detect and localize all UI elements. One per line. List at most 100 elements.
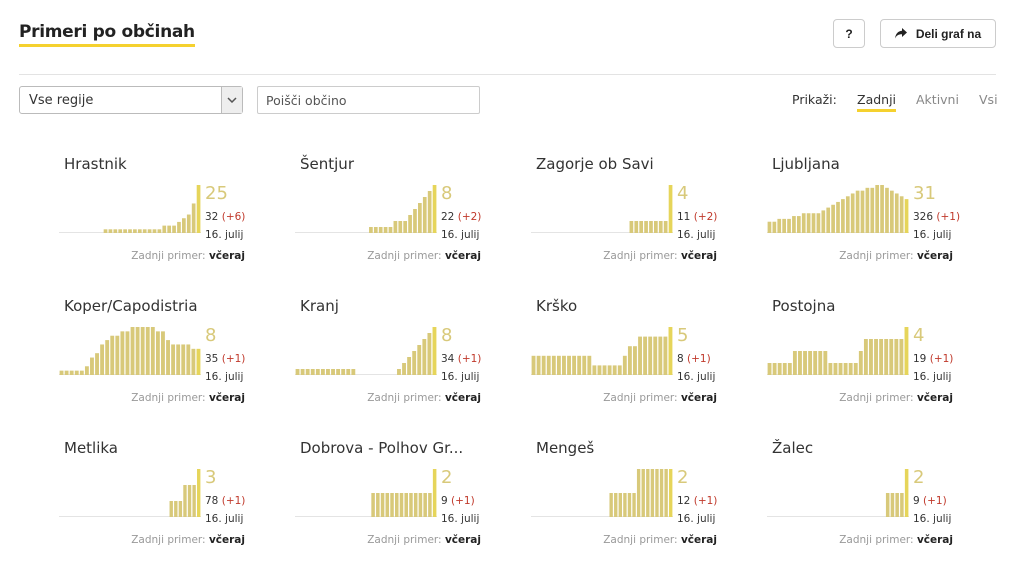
chart-bar (592, 365, 597, 375)
municipality-name: Metlika (64, 439, 119, 457)
chart-bar (100, 344, 105, 375)
chart-bar (772, 221, 777, 233)
last-case-value: včeraj (680, 392, 717, 404)
recent-cases-count: 25 (205, 183, 228, 204)
chart-bar (899, 339, 904, 375)
municipality-card[interactable]: Mengeš 2 12 (+1) 16. julij Zadnji primer: vč… (531, 439, 731, 559)
chart-bar (110, 335, 115, 375)
share-arrow-icon (894, 28, 907, 39)
chart-bar (792, 216, 796, 233)
last-case-line: Zadnji primer: včeraj (603, 392, 717, 404)
chart-bar (59, 370, 64, 375)
chart-bar (378, 227, 383, 233)
last-case-label: Zadnji primer: (367, 392, 442, 404)
date-label: 16. julij (677, 229, 716, 241)
chart-bar (336, 369, 341, 375)
show-option-zadnji[interactable]: Zadnji (857, 92, 897, 112)
municipality-card[interactable]: Žalec 2 9 (+1) 16. julij Zadnji primer: včer… (767, 439, 967, 559)
municipality-name: Šentjur (300, 155, 354, 173)
chart-bar (622, 355, 627, 375)
chart-bar (792, 351, 797, 375)
last-case-value: včeraj (444, 534, 481, 546)
municipality-card[interactable]: Ljubljana 31 326 (+1) 16. julij Zadnji prime… (767, 155, 967, 275)
show-option-vsi[interactable]: Vsi (979, 92, 998, 107)
recent-cases-count: 31 (913, 183, 936, 204)
municipality-card[interactable]: Koper/Capodistria 8 35 (+1) 16. julij Zadnji… (59, 297, 259, 417)
date-label: 16. julij (441, 229, 480, 241)
share-label: Deli graf na (915, 26, 982, 41)
chart-bar (182, 218, 186, 233)
chart-bar (904, 469, 909, 517)
delta-value: (+1) (687, 353, 711, 365)
chart-bar (767, 221, 772, 233)
help-button[interactable]: ? (833, 19, 865, 48)
last-case-line: Zadnji primer: včeraj (839, 250, 953, 262)
municipality-name: Postojna (772, 297, 836, 315)
chart-bar (145, 327, 150, 375)
municipality-card[interactable]: Hrastnik 25 32 (+6) 16. julij Zadnji primer:… (59, 155, 259, 275)
date-label: 16. julij (205, 513, 244, 525)
delta-value: (+1) (221, 495, 246, 507)
chart-bar (632, 493, 636, 517)
chevron-down-icon[interactable] (221, 87, 242, 113)
chart-bar (836, 201, 840, 233)
chart-bar (562, 355, 566, 375)
mini-bar-chart (767, 469, 909, 517)
municipality-card[interactable]: Postojna 4 19 (+1) 16. julij Zadnji primer: … (767, 297, 967, 417)
last-case-label: Zadnji primer: (131, 534, 206, 546)
share-button[interactable]: Deli graf na (880, 19, 996, 48)
date-label: 16. julij (677, 371, 716, 383)
municipality-card[interactable]: Šentjur 8 22 (+2) 16. julij Zadnji primer: v… (295, 155, 495, 275)
municipality-card[interactable]: Dobrova - Polhov Gr... 2 9 (+1) 16. julij Za… (295, 439, 495, 559)
chart-bar (197, 469, 201, 517)
chart-bar (808, 351, 813, 375)
chart-bar (643, 336, 648, 375)
recent-cases-count: 2 (441, 467, 453, 488)
recent-cases-count: 8 (441, 325, 453, 346)
chart-bar (397, 369, 401, 375)
region-select[interactable]: Vse regije (19, 86, 243, 114)
show-option-aktivni[interactable]: Aktivni (916, 92, 959, 107)
chart-bar (546, 355, 551, 375)
chart-bar (649, 221, 653, 233)
chart-bar (393, 221, 398, 233)
show-label: Prikaži: (792, 92, 837, 107)
chart-bar (123, 229, 127, 233)
chart-bar (777, 363, 782, 375)
delta-value: (+1) (451, 495, 475, 507)
chart-bar (376, 493, 380, 517)
chart-bar (161, 331, 165, 375)
municipality-card[interactable]: Zagorje ob Savi 4 11 (+2) 16. julij Zadnji p… (531, 155, 731, 275)
chart-bar (813, 351, 818, 375)
last-case-value: včeraj (444, 250, 481, 262)
municipality-card[interactable]: Kranj 8 34 (+1) 16. julij Zadnji primer: vče… (295, 297, 495, 417)
chart-bar (142, 229, 147, 233)
municipality-card[interactable]: Krško 5 8 (+1) 16. julij Zadnji primer: včer… (531, 297, 731, 417)
chart-bar (541, 355, 546, 375)
chart-bar (320, 369, 325, 375)
chart-bar (432, 327, 437, 375)
chart-bar (885, 493, 890, 517)
chart-bar (668, 185, 673, 233)
last-case-line: Zadnji primer: včeraj (131, 250, 245, 262)
chart-bar (831, 204, 835, 233)
municipality-card[interactable]: Metlika 3 78 (+1) 16. julij Zadnji primer: v… (59, 439, 259, 559)
chart-bar (838, 363, 843, 375)
chart-bar (417, 345, 422, 375)
chart-bar (894, 193, 899, 233)
chart-bar (388, 227, 393, 233)
chart-bar (191, 203, 196, 233)
chart-bar (295, 369, 300, 375)
total-cases: 12 (+1) (677, 495, 717, 507)
total-cases: 19 (+1) (913, 353, 953, 365)
chart-bar (380, 493, 385, 517)
chart-bar (889, 339, 894, 375)
chart-bar (310, 369, 315, 375)
total-cases: 9 (+1) (913, 495, 947, 507)
mini-bar-chart (531, 185, 673, 233)
chart-bar (192, 485, 196, 517)
chart-bar (432, 185, 437, 233)
last-case-value: včeraj (680, 534, 717, 546)
chart-bar (191, 348, 196, 375)
municipality-search-input[interactable] (257, 86, 480, 114)
